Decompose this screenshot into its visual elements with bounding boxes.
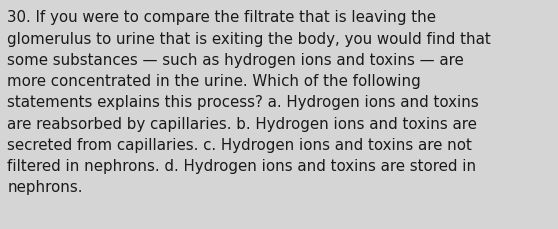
Text: 30. If you were to compare the filtrate that is leaving the
glomerulus to urine : 30. If you were to compare the filtrate … [7,10,491,194]
